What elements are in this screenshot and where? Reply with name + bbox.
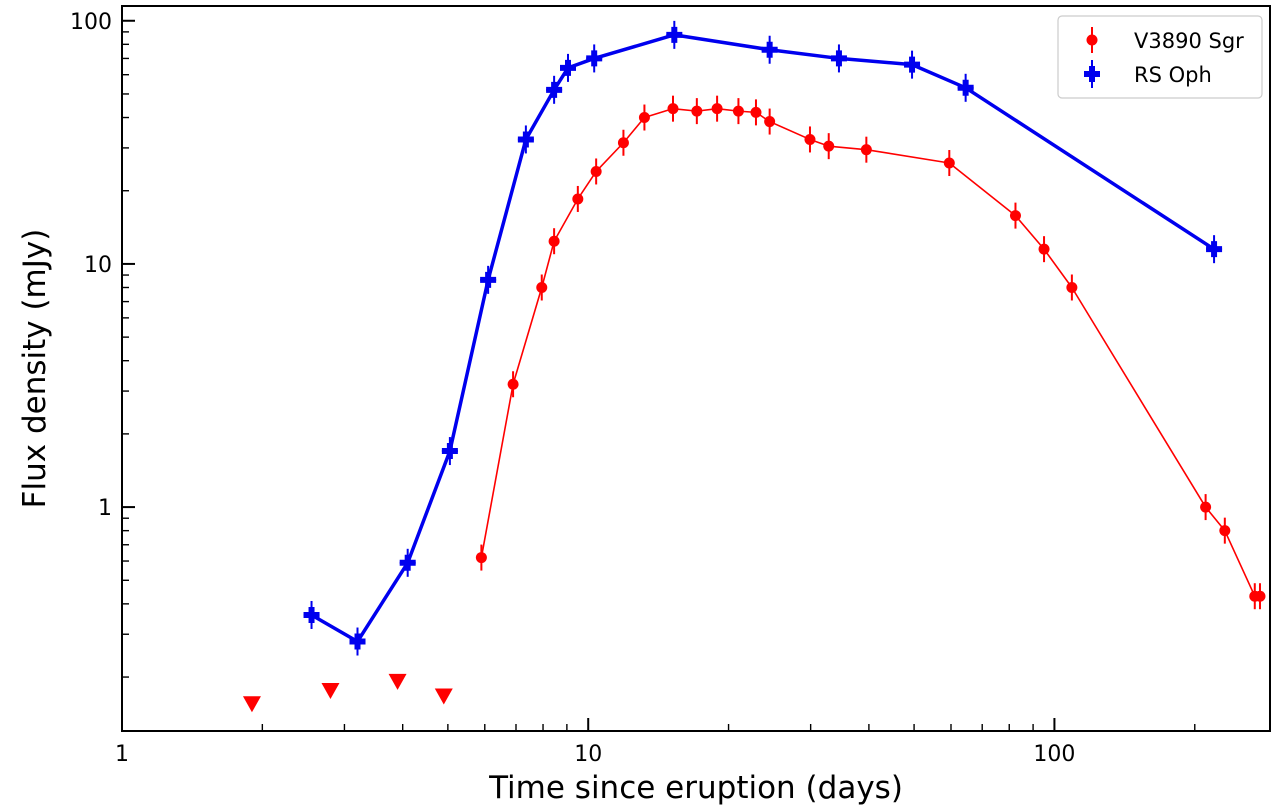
series-line — [310, 33, 1216, 644]
legend-item: V3890 Sgr — [1086, 27, 1244, 53]
data-point — [1254, 590, 1266, 602]
data-point — [823, 140, 835, 152]
series-2 — [303, 20, 1223, 656]
upper-limit-marker — [388, 673, 407, 690]
data-point — [1219, 525, 1231, 537]
data-point — [349, 633, 366, 650]
data-point — [517, 131, 534, 148]
x-tick-label: 100 — [1033, 742, 1075, 767]
x-axis-label: Time since eruption (days) — [488, 770, 903, 806]
upper-limit-marker — [434, 688, 453, 705]
y-axis-label: Flux density (mJy) — [17, 229, 53, 509]
data-point — [666, 26, 683, 43]
data-point — [764, 116, 776, 128]
y-tick-label: 100 — [70, 10, 112, 35]
series-layer — [242, 20, 1266, 713]
y-tick-label: 10 — [84, 253, 112, 278]
data-point — [830, 50, 847, 67]
legend-label: RS Oph — [1134, 63, 1212, 87]
data-point — [617, 137, 629, 149]
data-point — [441, 443, 458, 460]
data-point — [904, 56, 921, 73]
x-tick-label: 10 — [574, 742, 602, 767]
data-point — [761, 41, 778, 58]
data-point — [548, 235, 560, 247]
data-point — [860, 144, 872, 156]
data-point — [957, 79, 974, 96]
data-point — [804, 133, 816, 145]
data-point — [732, 105, 744, 117]
legend-item: RS Oph — [1084, 60, 1212, 88]
data-point — [1206, 241, 1223, 258]
series-1 — [242, 95, 1266, 713]
data-point — [586, 50, 603, 67]
data-point — [507, 378, 519, 390]
data-point — [536, 281, 548, 293]
plot-frame — [121, 5, 1271, 732]
data-point — [560, 59, 577, 76]
data-point — [943, 157, 955, 169]
data-point — [691, 105, 703, 117]
data-point — [1009, 210, 1021, 222]
legend-items: V3890 Sgr RS Oph — [1084, 27, 1244, 88]
x-tick-label: 1 — [115, 742, 129, 767]
data-point — [546, 81, 563, 98]
data-point — [572, 193, 584, 205]
data-point — [750, 106, 762, 118]
data-point — [303, 606, 320, 623]
upper-limit-marker — [242, 696, 261, 713]
upper-limit-marker — [321, 682, 340, 699]
legend-marker — [1084, 66, 1100, 82]
series-line — [480, 107, 1260, 598]
data-point — [399, 554, 416, 571]
data-point — [475, 552, 487, 564]
data-point — [590, 165, 602, 177]
data-point — [1200, 501, 1212, 513]
y-tick-label: 1 — [98, 496, 112, 521]
data-point — [667, 103, 679, 115]
data-point — [1038, 243, 1050, 255]
axis-ticks: 1 10 100 1 10 100 — [70, 10, 1196, 767]
legend-box — [1057, 15, 1263, 99]
legend-marker — [1086, 34, 1098, 46]
data-point — [711, 103, 723, 115]
data-point — [480, 271, 497, 288]
legend-label: V3890 Sgr — [1134, 29, 1244, 53]
data-point — [1066, 281, 1078, 293]
legend: V3890 Sgr RS Oph — [1057, 15, 1263, 99]
data-point — [638, 112, 650, 124]
